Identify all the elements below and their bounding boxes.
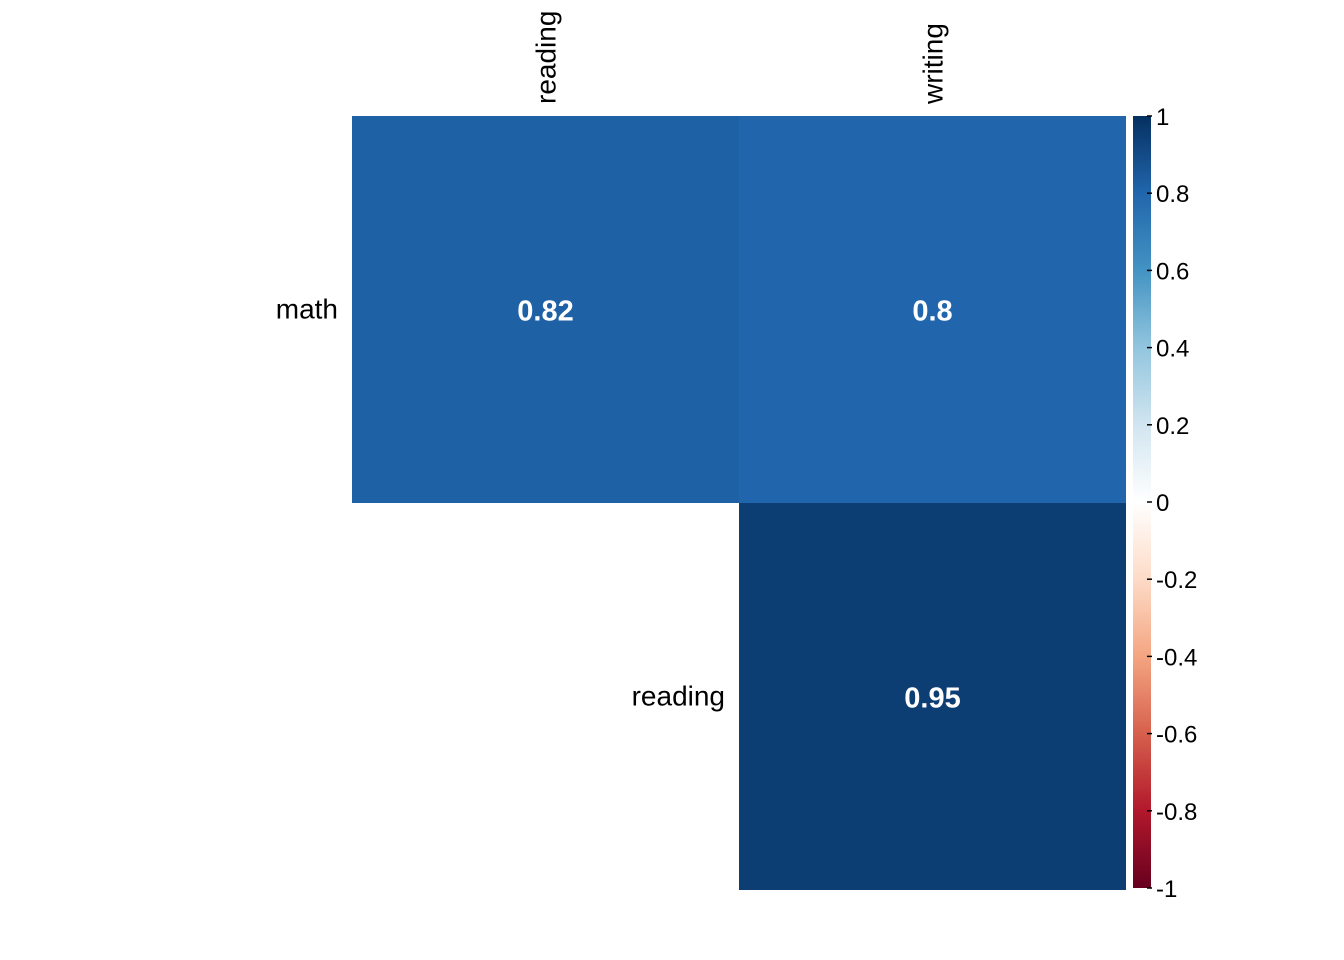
colorbar-tick-label: -1 (1156, 876, 1177, 903)
heatmap-cell-math-writing (739, 116, 1126, 503)
row-label-math: math (276, 294, 338, 325)
colorbar-gradient (1133, 116, 1151, 888)
colorbar-tick-label: -0.4 (1156, 644, 1197, 671)
column-label-writing: writing (918, 23, 949, 105)
column-label-reading: reading (531, 11, 562, 104)
colorbar-tick-label: 0.6 (1156, 258, 1189, 285)
colorbar-ticks: 1 0.8 0.6 0.4 0.2 0 -0.2 -0.4 -0.6 -0.8 -1 (1147, 104, 1197, 903)
heatmap-cell-math-reading (352, 116, 739, 503)
colorbar-tick-label: -0.8 (1156, 799, 1197, 826)
row-label-reading: reading (632, 681, 725, 712)
colorbar-tick-label: 1 (1156, 104, 1169, 131)
heatmap-cells (352, 116, 1126, 890)
heatmap-cell-reading-writing (739, 503, 1126, 890)
column-labels: reading writing (531, 11, 949, 105)
row-labels: math reading (276, 294, 725, 712)
cell-value-math-writing: 0.8 (912, 296, 952, 328)
colorbar-tick-label: -0.6 (1156, 722, 1197, 749)
colorbar-tick-label: 0 (1156, 490, 1169, 517)
colorbar-tick-label: -0.2 (1156, 567, 1197, 594)
colorbar-tick-label: 0.8 (1156, 181, 1189, 208)
cell-value-reading-writing: 0.95 (904, 683, 960, 715)
cell-value-labels: 0.82 0.8 0.95 (517, 296, 960, 715)
colorbar-tick-label: 0.4 (1156, 336, 1189, 363)
colorbar-tick-label: 0.2 (1156, 413, 1189, 440)
colorbar: 1 0.8 0.6 0.4 0.2 0 -0.2 -0.4 -0.6 -0.8 -1 (1133, 104, 1197, 903)
cell-value-math-reading: 0.82 (517, 296, 573, 328)
